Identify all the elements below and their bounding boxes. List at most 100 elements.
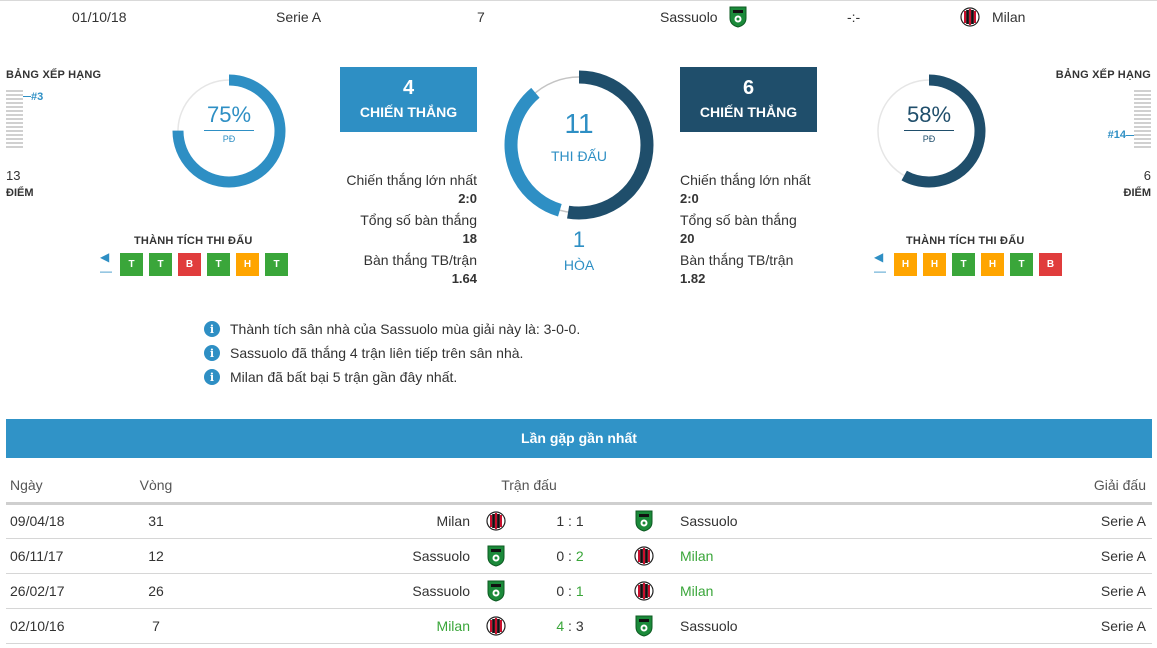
row-score[interactable]: 4 : 3 [514, 608, 626, 644]
rank-ladder-step [1134, 130, 1151, 132]
away-points: 6 [1143, 168, 1151, 183]
rank-ladder-step [6, 122, 23, 124]
row-competition[interactable]: Serie A [862, 538, 1152, 574]
table-row[interactable]: 09/04/18 31 Milan 1 : 1 Sassuolo Serie A [6, 503, 1152, 539]
home-stat-label: Chiến thắng lớn nhất [346, 172, 477, 188]
row-score[interactable]: 0 : 2 [514, 538, 626, 574]
row-away-team[interactable]: Sassuolo [662, 503, 862, 539]
arrow-left-icon: ◀— [874, 250, 886, 278]
away-form-result[interactable]: T [952, 252, 975, 276]
note-item: i Milan đã bất bại 5 trận gần đây nhất. [204, 365, 580, 389]
rank-ladder-step [1134, 122, 1151, 124]
row-round: 7 [116, 608, 196, 644]
row-round: 12 [116, 538, 196, 574]
away-donut-arc [872, 74, 986, 188]
away-stat-value: 20 [680, 231, 695, 246]
table-row[interactable]: 06/11/17 12 Sassuolo 0 : 2 Milan Serie A [6, 538, 1152, 574]
row-away-goals: 2 [575, 547, 584, 564]
row-away-crest [626, 538, 662, 574]
match-notes: i Thành tích sân nhà của Sassuolo mùa giả… [204, 317, 580, 389]
away-win-pct: 58% [906, 102, 952, 127]
rank-ladder-step [6, 118, 23, 120]
away-form-result[interactable]: T [1010, 252, 1033, 276]
row-competition[interactable]: Serie A [862, 503, 1152, 539]
row-away-team[interactable]: Sassuolo [662, 608, 862, 644]
home-team-name[interactable]: Sassuolo [660, 9, 718, 25]
away-h2h-stats: Chiến thắng lớn nhất 2:0 Tổng số bàn thắng… [680, 172, 880, 292]
home-form-result[interactable]: H [236, 252, 259, 276]
row-score[interactable]: 0 : 1 [514, 573, 626, 609]
row-home-team[interactable]: Sassuolo [196, 573, 478, 609]
away-form-label: THÀNH TÍCH THI ĐẤU [906, 235, 1025, 247]
away-donut-label: 58% PĐ [871, 102, 987, 144]
away-form-result[interactable]: H [894, 252, 917, 276]
row-away-crest [626, 503, 662, 539]
home-form-result[interactable]: B [178, 252, 201, 276]
away-rank: #14 [1107, 129, 1126, 141]
table-row[interactable]: 02/10/16 7 Milan 4 : 3 Sassuolo Serie A [6, 608, 1152, 644]
home-win-donut [172, 74, 286, 188]
rank-ladder-step [1134, 118, 1151, 120]
home-points-label: ĐIỂM [6, 187, 34, 199]
info-icon: i [204, 321, 220, 337]
sassuolo-crest-icon [486, 580, 506, 602]
milan-crest-icon [634, 545, 654, 567]
away-pct-label: PĐ [922, 134, 936, 144]
rank-ladder-step [1134, 126, 1151, 128]
milan-crest-icon [634, 580, 654, 602]
note-text: Sassuolo đã thắng 4 trận liên tiếp trên … [230, 345, 524, 361]
rank-ladder-step [6, 102, 23, 104]
col-match: Trận đấu [196, 468, 862, 505]
row-home-goals: 4 [556, 617, 565, 634]
away-form-result[interactable]: H [923, 252, 946, 276]
home-pct-label: PĐ [222, 134, 236, 144]
rank-ladder-step [1134, 142, 1151, 144]
row-competition[interactable]: Serie A [862, 608, 1152, 644]
away-form-result[interactable]: H [981, 252, 1004, 276]
rank-ladder-step [6, 142, 23, 144]
home-rank-ladder [6, 90, 23, 150]
away-stat: Bàn thắng TB/trận 1.82 [680, 252, 880, 286]
home-donut-divider [204, 130, 254, 131]
row-home-team[interactable]: Milan [196, 503, 478, 539]
home-stat-label: Bàn thắng TB/trận [363, 252, 477, 268]
home-stat-value: 18 [462, 231, 477, 246]
milan-crest-icon [486, 615, 506, 637]
away-wins-label: CHIẾN THẮNG [699, 104, 798, 120]
rank-ladder-step [6, 146, 23, 148]
away-form-result[interactable]: B [1039, 252, 1062, 276]
row-away-team[interactable]: Milan [662, 538, 862, 574]
rank-ladder-step [1134, 94, 1151, 96]
home-form-result[interactable]: T [265, 252, 288, 276]
row-away-goals: 3 [575, 617, 584, 634]
home-form-result[interactable]: T [120, 252, 143, 276]
league-name[interactable]: Serie A [276, 9, 322, 25]
rank-ladder-step [6, 126, 23, 128]
rank-ladder-step [6, 94, 23, 96]
row-away-goals: 1 [575, 582, 584, 599]
row-home-team[interactable]: Milan [196, 608, 478, 644]
home-stat: Bàn thắng TB/trận 1.64 [300, 252, 477, 286]
row-home-crest [478, 608, 514, 644]
home-rank: #3 [31, 91, 44, 103]
row-home-team[interactable]: Sassuolo [196, 538, 478, 574]
home-points: 13 [6, 168, 21, 183]
rank-ladder-step [1134, 146, 1151, 148]
milan-crest-icon [960, 6, 980, 28]
home-donut-arc [172, 74, 286, 188]
table-row[interactable]: 26/02/17 26 Sassuolo 0 : 1 Milan Serie A [6, 573, 1152, 609]
away-wins-box: 6 CHIẾN THẮNG [680, 67, 817, 132]
home-form-result[interactable]: T [149, 252, 172, 276]
row-competition[interactable]: Serie A [862, 573, 1152, 609]
row-score[interactable]: 1 : 1 [514, 503, 626, 539]
away-stat-label: Chiến thắng lớn nhất [680, 172, 811, 188]
sassuolo-crest-icon [486, 545, 506, 567]
h2h-draws-block: 1 HÒA [500, 227, 658, 273]
home-stat: Tổng số bàn thắng 18 [300, 212, 477, 246]
row-away-goals: 1 [575, 513, 584, 529]
info-icon: i [204, 369, 220, 385]
row-away-team[interactable]: Milan [662, 573, 862, 609]
away-team-name[interactable]: Milan [992, 9, 1026, 25]
home-form-result[interactable]: T [207, 252, 230, 276]
